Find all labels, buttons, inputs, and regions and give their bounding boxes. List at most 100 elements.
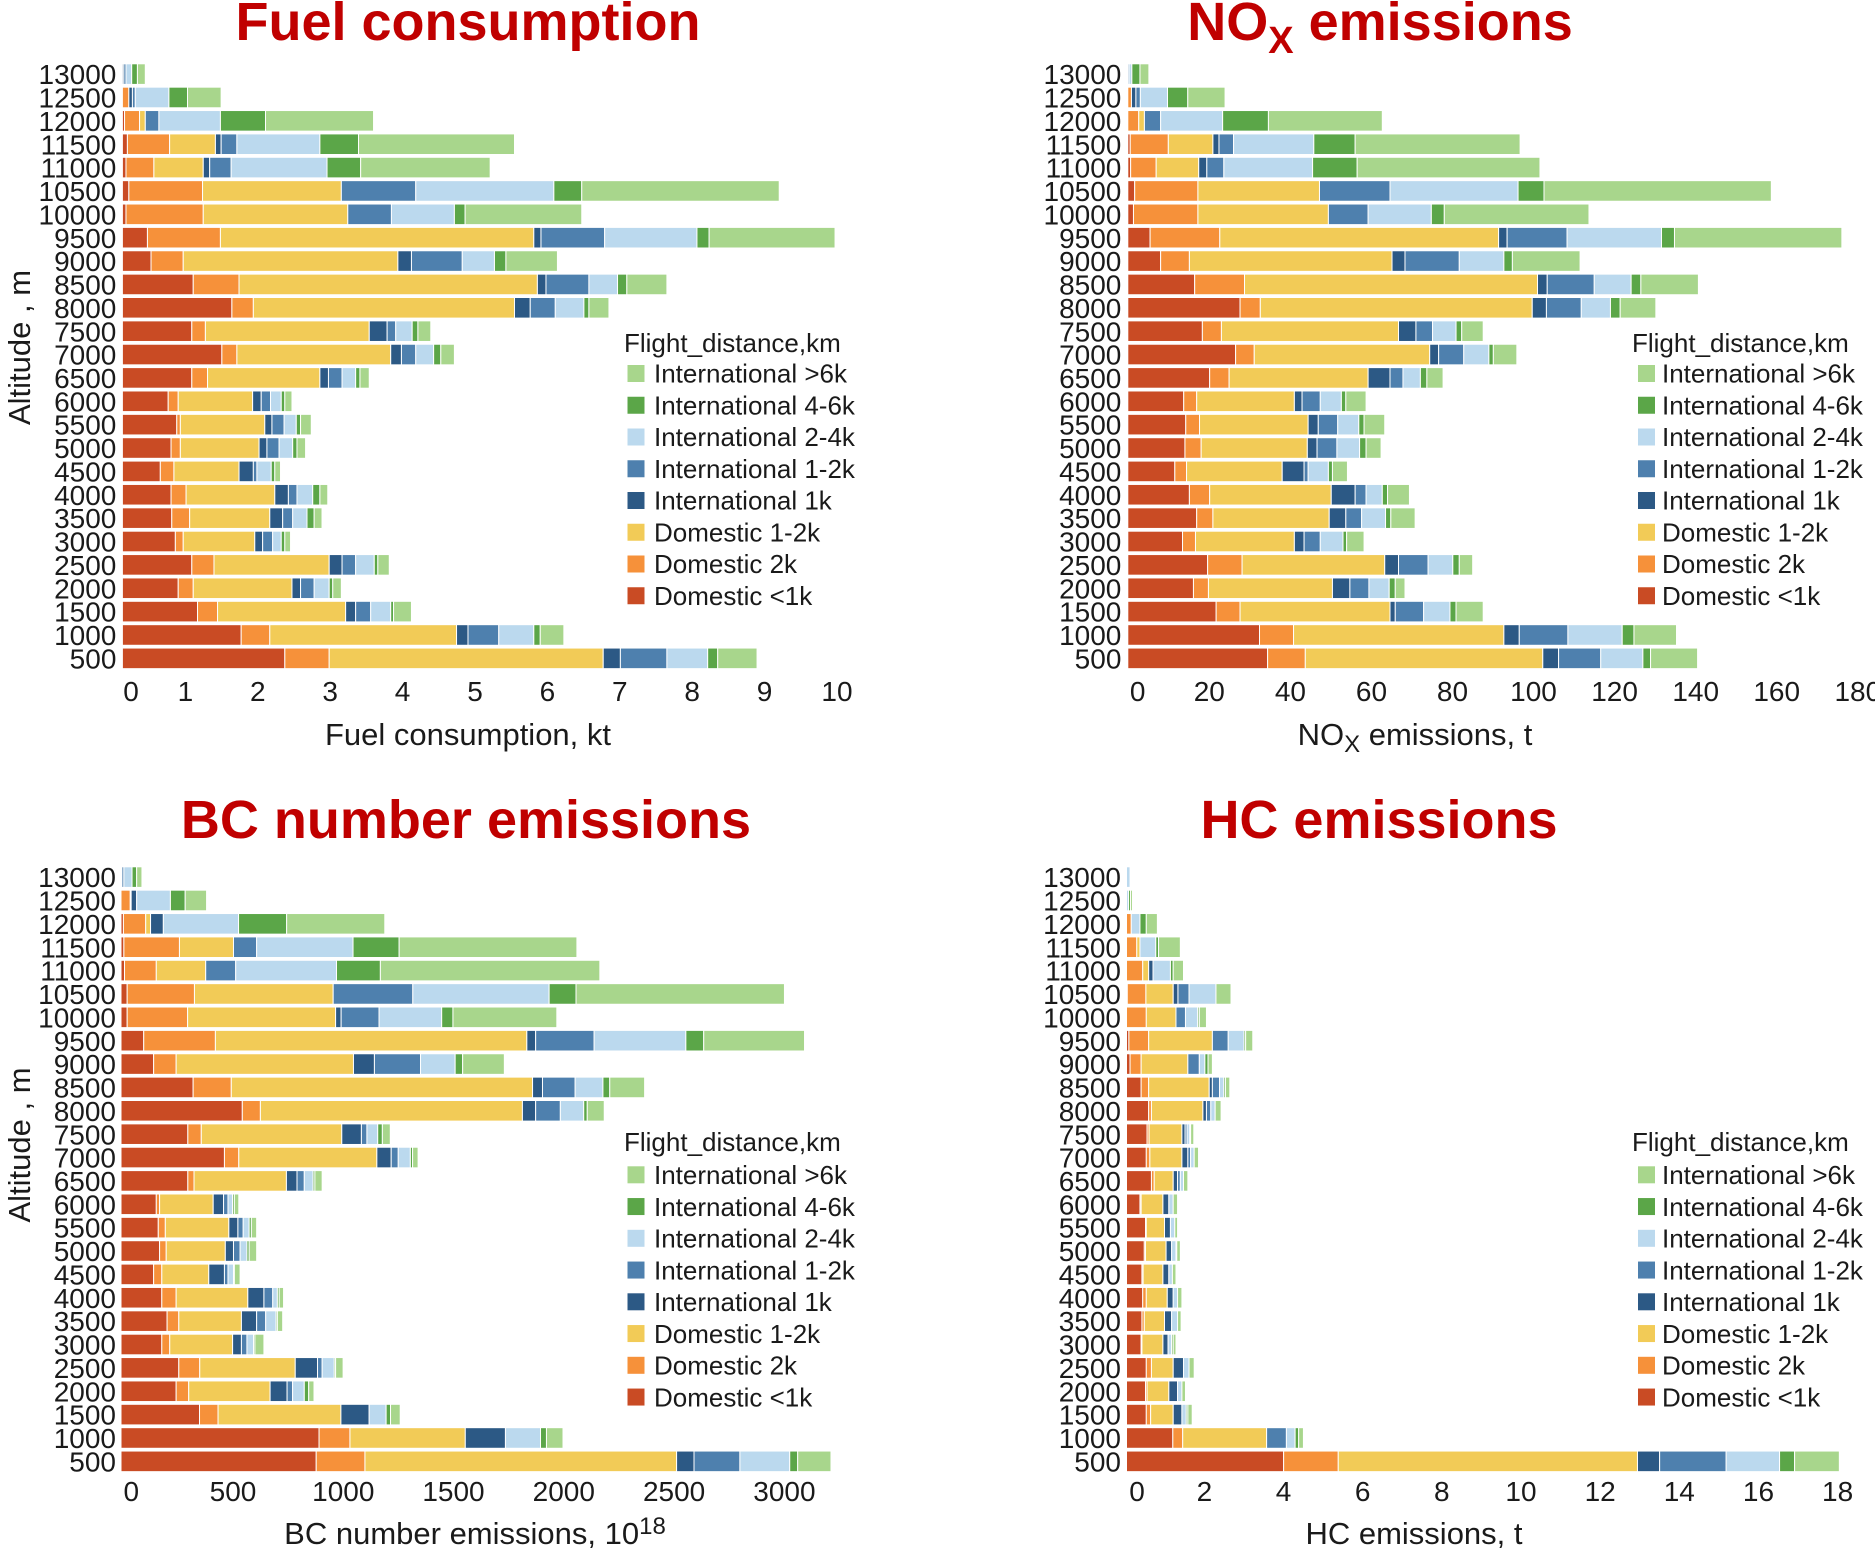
svg-text:2: 2 <box>1197 1476 1213 1507</box>
svg-text:International >6k: International >6k <box>1662 1160 1856 1190</box>
svg-text:International 1k: International 1k <box>654 486 833 516</box>
svg-text:International 1k: International 1k <box>1662 1287 1841 1317</box>
svg-text:NOX emissions, t: NOX emissions, t <box>1298 717 1533 758</box>
svg-text:5500: 5500 <box>1059 410 1121 441</box>
svg-text:7000: 7000 <box>54 340 116 371</box>
svg-text:Domestic 2k: Domestic 2k <box>1662 549 1806 579</box>
svg-text:7500: 7500 <box>54 316 116 347</box>
svg-text:8500: 8500 <box>54 270 116 301</box>
svg-text:13000: 13000 <box>1043 862 1121 893</box>
svg-text:Altitude , m: Altitude , m <box>2 270 37 425</box>
svg-text:160: 160 <box>1753 676 1800 707</box>
svg-text:1500: 1500 <box>54 597 116 628</box>
svg-text:10000: 10000 <box>38 1002 116 1033</box>
svg-text:NOX emissions: NOX emissions <box>1187 0 1572 62</box>
svg-text:8000: 8000 <box>1059 1096 1121 1127</box>
svg-text:10500: 10500 <box>39 176 117 207</box>
svg-text:6000: 6000 <box>54 386 116 417</box>
svg-text:11000: 11000 <box>1045 956 1121 987</box>
svg-text:60: 60 <box>1356 676 1387 707</box>
svg-text:4500: 4500 <box>1059 1259 1121 1290</box>
svg-text:Domestic 1-2k: Domestic 1-2k <box>1662 517 1829 547</box>
svg-text:7000: 7000 <box>54 1143 116 1174</box>
svg-text:6000: 6000 <box>1059 1189 1121 1220</box>
svg-text:Domestic 2k: Domestic 2k <box>654 1351 798 1381</box>
svg-text:120: 120 <box>1591 676 1638 707</box>
svg-text:International 1k: International 1k <box>654 1287 833 1317</box>
svg-text:7500: 7500 <box>1059 316 1121 347</box>
svg-text:8: 8 <box>684 676 700 707</box>
svg-text:3000: 3000 <box>753 1476 815 1507</box>
svg-text:International 2-4k: International 2-4k <box>654 1224 856 1254</box>
svg-text:6: 6 <box>1355 1476 1371 1507</box>
svg-text:9500: 9500 <box>54 1026 116 1057</box>
svg-text:Domestic <1k: Domestic <1k <box>1662 581 1821 611</box>
svg-text:12000: 12000 <box>39 106 117 137</box>
svg-text:1000: 1000 <box>1059 620 1121 651</box>
svg-text:4500: 4500 <box>54 1259 116 1290</box>
svg-text:500: 500 <box>69 1446 116 1477</box>
svg-text:18: 18 <box>1822 1476 1853 1507</box>
svg-text:3000: 3000 <box>1059 1330 1121 1361</box>
svg-text:Domestic <1k: Domestic <1k <box>654 581 813 611</box>
svg-text:6000: 6000 <box>54 1189 116 1220</box>
svg-text:8500: 8500 <box>54 1073 116 1104</box>
svg-text:3500: 3500 <box>54 503 116 534</box>
svg-text:9000: 9000 <box>54 1049 116 1080</box>
svg-text:0: 0 <box>123 676 139 707</box>
svg-text:7000: 7000 <box>1059 1143 1121 1174</box>
svg-text:HC emissions, t: HC emissions, t <box>1305 1516 1522 1551</box>
svg-text:5000: 5000 <box>1059 433 1121 464</box>
svg-text:3000: 3000 <box>54 527 116 558</box>
svg-text:180: 180 <box>1834 676 1875 707</box>
svg-text:International >6k: International >6k <box>1662 359 1856 389</box>
svg-text:12000: 12000 <box>1043 909 1121 940</box>
svg-text:0: 0 <box>1130 676 1146 707</box>
svg-text:1000: 1000 <box>54 1423 116 1454</box>
svg-text:2500: 2500 <box>54 1353 116 1384</box>
svg-text:International 4-6k: International 4-6k <box>654 390 856 420</box>
svg-text:8000: 8000 <box>54 293 116 324</box>
svg-text:0: 0 <box>124 1476 140 1507</box>
svg-text:Domestic <1k: Domestic <1k <box>1662 1382 1821 1412</box>
svg-text:4000: 4000 <box>1059 1283 1121 1314</box>
svg-text:0: 0 <box>1129 1476 1145 1507</box>
svg-text:4500: 4500 <box>54 456 116 487</box>
svg-text:10500: 10500 <box>1043 979 1121 1010</box>
svg-text:Domestic 2k: Domestic 2k <box>654 549 798 579</box>
svg-text:2500: 2500 <box>1059 550 1121 581</box>
svg-text:12500: 12500 <box>39 83 117 114</box>
svg-text:Domestic 2k: Domestic 2k <box>1662 1351 1806 1381</box>
svg-text:8: 8 <box>1434 1476 1450 1507</box>
svg-text:4500: 4500 <box>1059 456 1121 487</box>
svg-text:4: 4 <box>395 676 411 707</box>
svg-text:11500: 11500 <box>40 932 116 963</box>
svg-text:6500: 6500 <box>54 1166 116 1197</box>
svg-text:Domestic 1-2k: Domestic 1-2k <box>654 517 821 547</box>
svg-text:Domestic 1-2k: Domestic 1-2k <box>1662 1319 1829 1349</box>
svg-text:International 2-4k: International 2-4k <box>654 422 856 452</box>
svg-text:5500: 5500 <box>1059 1213 1121 1244</box>
svg-text:8000: 8000 <box>54 1096 116 1127</box>
svg-text:10500: 10500 <box>38 979 116 1010</box>
svg-text:12500: 12500 <box>38 886 116 917</box>
svg-text:20: 20 <box>1194 676 1225 707</box>
svg-text:100: 100 <box>1510 676 1557 707</box>
svg-text:5500: 5500 <box>54 410 116 441</box>
svg-text:12000: 12000 <box>1044 106 1122 137</box>
svg-text:10000: 10000 <box>1043 1002 1121 1033</box>
svg-text:10500: 10500 <box>1044 176 1122 207</box>
svg-text:3000: 3000 <box>1059 527 1121 558</box>
svg-text:6500: 6500 <box>54 363 116 394</box>
svg-text:5500: 5500 <box>54 1213 116 1244</box>
svg-text:BC number emissions: BC number emissions <box>181 790 751 850</box>
svg-text:2000: 2000 <box>1059 573 1121 604</box>
svg-text:6000: 6000 <box>1059 386 1121 417</box>
svg-text:Flight_distance,km: Flight_distance,km <box>624 1127 841 1157</box>
svg-text:5000: 5000 <box>54 1236 116 1267</box>
svg-text:13000: 13000 <box>38 862 116 893</box>
svg-text:International 4-6k: International 4-6k <box>654 1192 856 1222</box>
svg-text:Flight_distance,km: Flight_distance,km <box>1632 1127 1849 1157</box>
svg-text:13000: 13000 <box>39 59 117 90</box>
svg-text:Flight_distance,km: Flight_distance,km <box>1632 328 1849 358</box>
